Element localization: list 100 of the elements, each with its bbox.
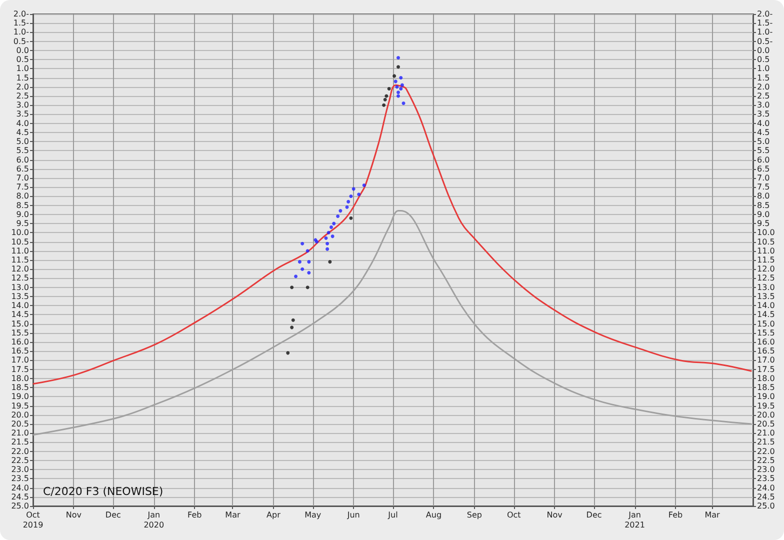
y2-tick-label: 10.0 [757,228,775,238]
y-tick-label: 23.5 [11,474,29,484]
y-tick-label: 19.5 [11,401,29,410]
point [345,205,349,209]
y2-tick-label: 23.5 [757,474,775,484]
point [349,216,353,220]
y2-tick-label: 11.5 [757,256,775,264]
y-tick-label: 24.5 [11,492,29,502]
point [328,260,332,264]
y2-tick-label: 12.5 [757,274,775,283]
y-tick-label: 1.5 [16,73,29,82]
point [300,267,304,271]
y2-tick-label: 10.5 [757,237,775,246]
y-tick-label: 13.0 [11,282,29,292]
y2-tick-label: 24.0 [757,483,775,492]
point [326,242,330,246]
point [392,74,396,78]
y-tick-label: 20.5 [11,420,29,428]
y-tick-label: 6.5 [16,164,29,174]
y2-tick-label: 14.5 [757,310,775,320]
y2-tick-label: 4.5 [757,128,770,137]
x-tick-label: Aug [426,510,442,520]
point [399,86,403,90]
y2-tick-label: 3.5 [757,110,770,119]
y2-tick-label: 17.0 [757,356,775,365]
y2-tick-label: 11.0 [757,246,775,256]
point [362,184,366,188]
point [357,192,361,196]
text: C/2020 F3 (NEOWISE) [43,485,164,498]
y2-tick-label: 13.0 [757,282,775,292]
y2-tick-label: 12.0 [757,264,775,274]
x-tick-label: Oct [506,510,521,520]
point [286,351,290,355]
point [400,83,404,87]
line-series [32,84,752,385]
point [349,194,353,198]
y-tick-label: 18.5 [11,383,29,392]
y-tick-label: 3.5 [16,110,29,119]
y2-tick-label: 18.5 [757,383,775,392]
y2-tick-label: 17.5 [757,364,775,374]
y-tick-label: 10.5 [11,237,29,246]
y-tick-label: 21.0 [11,428,29,438]
y2-tick-label: 7.0 [757,174,770,182]
y-tick-label: 18.0 [11,374,29,383]
y2-tick-label: 20.0 [757,410,775,420]
y-tick-label: 2.0 [16,82,29,92]
y2-tick-label: 9.5 [757,219,770,228]
y-tick-label: 1.0- [13,28,30,37]
y-tick-label: 12.5 [11,274,29,283]
y2-tick-label: 19.0 [757,392,775,402]
y2-tick-label: 16.0 [757,338,775,346]
point [338,209,342,213]
y2-tick-label: 18.0 [757,374,775,383]
y-tick-label: 16.5 [11,346,29,356]
point [346,200,350,204]
y-tick-label: 12.0 [11,264,29,274]
x-tick-label: Oct 2019 [22,510,44,530]
y2-tick-label: 6.0 [757,155,770,164]
x-tick-label: Mar [704,510,721,520]
y-tick-label: 9.5 [16,219,29,228]
point [306,286,310,290]
point [330,225,333,229]
y2-tick-label: 0.5 [757,55,770,64]
point [290,286,294,290]
y-tick-label: 14.5 [11,310,29,320]
y2-tick-label: 2.5 [757,92,770,100]
point [326,247,330,251]
y-tick-label: 0.5- [13,36,30,46]
x-tick-label: Nov [66,510,82,520]
y2-tick-label: 5.0 [757,137,770,146]
point [294,274,298,278]
point [394,80,398,84]
point [396,94,400,98]
y-tick-label: 3.0 [16,100,29,110]
y-tick-label: 24.0 [11,483,29,492]
point [330,234,334,238]
y-tick-label: 14.0 [11,301,29,310]
point [402,102,406,106]
y2-tick-label: 4.0 [757,118,770,128]
y-tick-label: 10.0 [11,228,29,238]
y-tick-label: 1.5- [13,18,30,28]
point [300,242,304,246]
y-tick-label: 20.0 [11,410,29,420]
y2-tick-label: 1.5 [757,73,770,82]
point [352,187,356,191]
y2-tick-label: 3.0 [757,100,770,110]
point [290,326,294,330]
y-tick-label: 2.5 [16,92,29,100]
y-tick-label: 23.0 [11,465,29,474]
y2-tick-label: 19.5 [757,401,775,410]
y-tick-label: 22.0 [11,446,29,456]
point [396,56,400,60]
point [307,260,311,264]
y2-tick-label: 20.5 [757,420,775,428]
y2-tick-label: 0.5- [757,36,773,46]
point [387,86,391,90]
y-tick-label: 22.5 [11,456,29,465]
y2-tick-label: 16.5 [757,346,775,356]
y2-tick-label: 21.0 [757,428,775,438]
y2-tick-label: 6.5 [757,164,770,174]
